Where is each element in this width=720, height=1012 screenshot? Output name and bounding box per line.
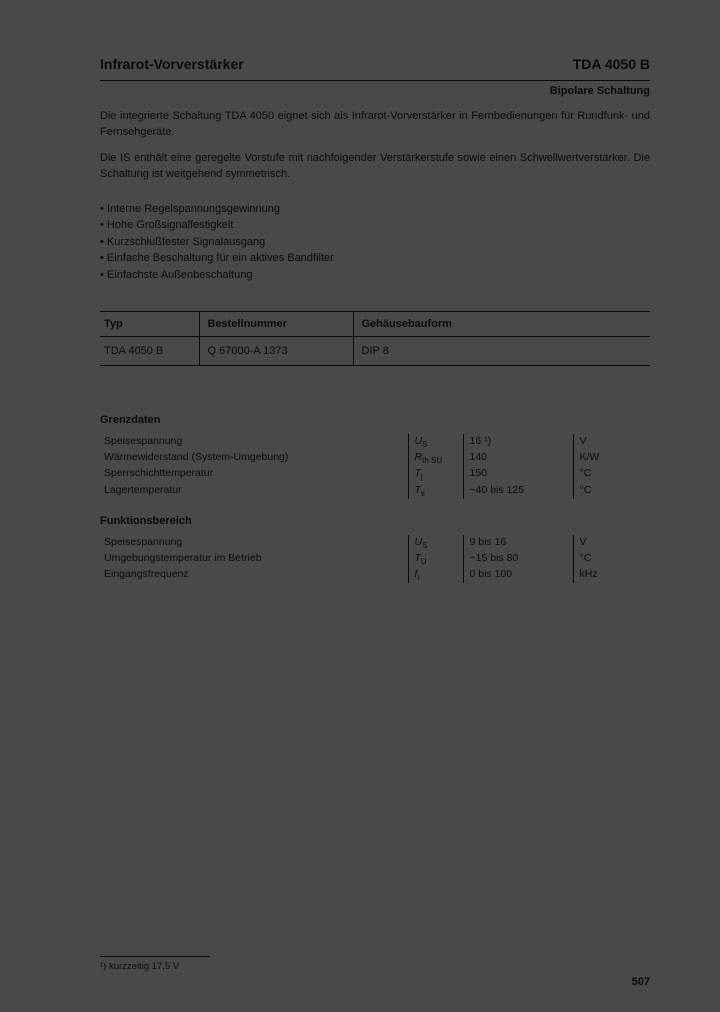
spec-unit: °C bbox=[573, 483, 650, 499]
footnote: ¹) kurzzeitig 17,5 V bbox=[100, 961, 650, 972]
footer: ¹) kurzzeitig 17,5 V bbox=[100, 956, 650, 972]
spec-name: Eingangsfrequenz bbox=[100, 567, 408, 583]
spec-unit: V bbox=[573, 535, 650, 551]
spec-value: −40 bis 125 bbox=[463, 483, 573, 499]
spec-name: Speisespannung bbox=[100, 434, 408, 450]
spec-name: Speisespannung bbox=[100, 535, 408, 551]
spec-row: Lagertemperatur Ts −40 bis 125 °C bbox=[100, 483, 650, 499]
spec-value: 150 bbox=[463, 466, 573, 482]
feature-item: Hohe Großsignalfestigkeit bbox=[100, 217, 650, 234]
spec-unit: K/W bbox=[573, 450, 650, 466]
grenzdaten-table: Speisespannung US 16 ¹) V Wärmewiderstan… bbox=[100, 434, 650, 498]
type-table-header-row: Typ Bestellnummer Gehäusebauform bbox=[100, 312, 650, 337]
part-number: TDA 4050 B bbox=[573, 56, 650, 72]
spec-name: Umgebungstemperatur im Betrieb bbox=[100, 551, 408, 567]
col-gehause: Gehäusebauform bbox=[353, 312, 650, 337]
spec-symbol: Ts bbox=[408, 483, 463, 499]
intro-p1: Die integrierte Schaltung TDA 4050 eigne… bbox=[100, 109, 650, 141]
spec-row: Wärmewiderstand (System-Umgebung) Rth SU… bbox=[100, 450, 650, 466]
cell-gehause: DIP 8 bbox=[353, 337, 650, 366]
spec-row: Umgebungstemperatur im Betrieb TU −15 bi… bbox=[100, 551, 650, 567]
spec-value: 16 ¹) bbox=[463, 434, 573, 450]
feature-item: Interne Regelspannungsgewinnung bbox=[100, 201, 650, 218]
feature-item: Einfache Beschaltung für ein aktives Ban… bbox=[100, 250, 650, 267]
datasheet-page: Infrarot-Vorverstärker TDA 4050 B Bipola… bbox=[0, 0, 720, 1012]
spec-symbol: US bbox=[408, 434, 463, 450]
spec-symbol: Tj bbox=[408, 466, 463, 482]
footnote-rule bbox=[100, 956, 210, 957]
page-header: Infrarot-Vorverstärker TDA 4050 B bbox=[100, 56, 650, 72]
col-typ: Typ bbox=[100, 312, 199, 337]
spec-symbol: fi bbox=[408, 567, 463, 583]
spec-value: 140 bbox=[463, 450, 573, 466]
spec-value: −15 bis 80 bbox=[463, 551, 573, 567]
intro-p2: Die IS enthält eine geregelte Vorstufe m… bbox=[100, 151, 650, 183]
spec-unit: V bbox=[573, 434, 650, 450]
title-left: Infrarot-Vorverstärker bbox=[100, 56, 244, 72]
feature-item: Einfachste Außenbeschaltung bbox=[100, 267, 650, 284]
feature-list: Interne Regelspannungsgewinnung Hohe Gro… bbox=[100, 201, 650, 284]
spec-row: Speisespannung US 16 ¹) V bbox=[100, 434, 650, 450]
feature-item: Kurzschlußfester Signalausgang bbox=[100, 234, 650, 251]
spec-unit: °C bbox=[573, 466, 650, 482]
funktionsbereich-table: Speisespannung US 9 bis 16 V Umgebungste… bbox=[100, 535, 650, 583]
spec-name: Sperrschichttemperatur bbox=[100, 466, 408, 482]
type-table-row: TDA 4050 B Q 67000-A 1373 DIP 8 bbox=[100, 337, 650, 366]
cell-bestellnummer: Q 67000-A 1373 bbox=[199, 337, 353, 366]
type-table: Typ Bestellnummer Gehäusebauform TDA 405… bbox=[100, 311, 650, 366]
cell-typ: TDA 4050 B bbox=[100, 337, 199, 366]
subheading: Bipolare Schaltung bbox=[100, 85, 650, 97]
header-rule bbox=[100, 80, 650, 81]
col-bestellnummer: Bestellnummer bbox=[199, 312, 353, 337]
page-number: 507 bbox=[632, 976, 650, 988]
spec-symbol: TU bbox=[408, 551, 463, 567]
grenzdaten-heading: Grenzdaten bbox=[100, 414, 650, 426]
spec-symbol: US bbox=[408, 535, 463, 551]
spec-name: Lagertemperatur bbox=[100, 483, 408, 499]
spec-value: 9 bis 16 bbox=[463, 535, 573, 551]
spec-row: Eingangsfrequenz fi 0 bis 100 kHz bbox=[100, 567, 650, 583]
spec-value: 0 bis 100 bbox=[463, 567, 573, 583]
funktionsbereich-heading: Funktionsbereich bbox=[100, 515, 650, 527]
spec-name: Wärmewiderstand (System-Umgebung) bbox=[100, 450, 408, 466]
spec-unit: kHz bbox=[573, 567, 650, 583]
spec-row: Speisespannung US 9 bis 16 V bbox=[100, 535, 650, 551]
spec-symbol: Rth SU bbox=[408, 450, 463, 466]
spec-unit: °C bbox=[573, 551, 650, 567]
spec-row: Sperrschichttemperatur Tj 150 °C bbox=[100, 466, 650, 482]
